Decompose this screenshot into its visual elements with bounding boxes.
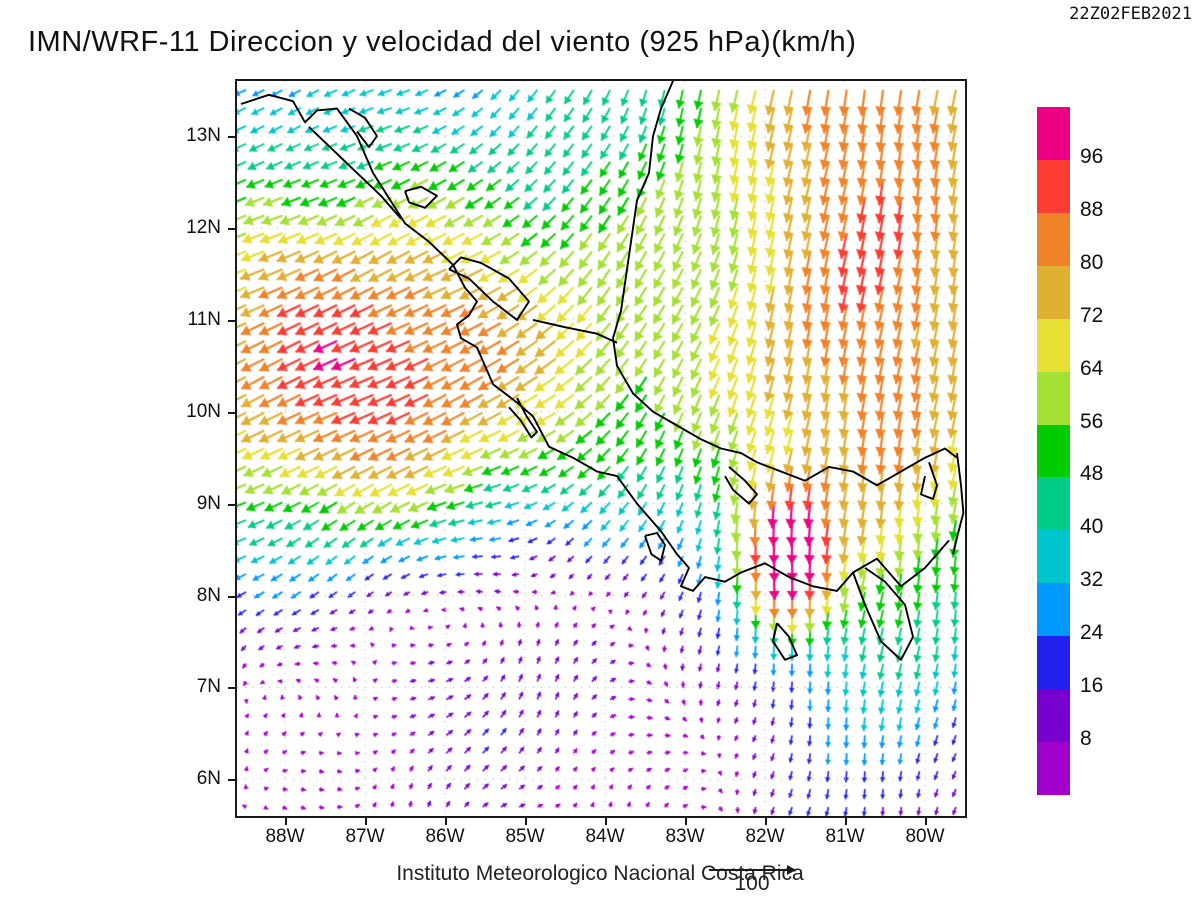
colorbar-band [1037,212,1070,266]
colorbar-tick-label: 80 [1080,250,1104,274]
colorbar-band [1037,107,1070,160]
colorbar-band [1037,689,1070,743]
colorbar-tick-label: 64 [1080,356,1104,380]
latitude-tick-mark [228,503,235,506]
colorbar-band [1037,424,1070,478]
longitude-tick-mark [685,818,687,825]
latitude-tick-mark [228,411,235,414]
colorbar-band [1037,636,1070,690]
colorbar-tick-label: 48 [1080,462,1104,486]
colorbar-tick-label: 32 [1080,568,1104,592]
coastline-path [952,452,965,555]
forecast-timestamp: 22Z02FEB2021 [1069,4,1192,24]
wind-speed-colorbar [1037,107,1070,795]
colorbar-tick-label: 72 [1080,303,1104,327]
latitude-tick-label: 6N [196,768,221,790]
wind-map-plot [235,79,967,818]
attribution-text: Instituto Meteorologico Nacional Costa R… [396,862,804,885]
latitude-tick-label: 11N [187,308,221,330]
colorbar-band [1037,742,1070,795]
longitude-tick-label: 88W [265,826,305,847]
colorbar-tick-label: 40 [1080,515,1104,539]
colorbar-band [1037,265,1070,319]
longitude-tick-mark [445,818,447,825]
latitude-tick-mark [228,687,235,690]
reference-vector-label: 100 [734,872,770,895]
coastline-path [240,93,950,592]
longitude-tick-label: 81W [825,826,865,847]
longitude-tick-label: 82W [745,826,785,847]
page-title: IMN/WRF-11 Direccion y velocidad del vie… [28,26,857,58]
colorbar-band [1037,530,1070,584]
longitude-tick-mark [925,818,927,825]
colorbar-band [1037,583,1070,637]
longitude-tick-label: 83W [665,826,705,847]
longitude-tick-mark [765,818,767,825]
colorbar-tick-label: 24 [1080,621,1104,645]
coastline-overlay [237,81,965,816]
coastline-path [852,567,914,661]
wind-vector-field [237,81,965,816]
longitude-tick-mark [845,818,847,825]
longitude-tick-mark [605,818,607,825]
colorbar-tick-label: 8 [1080,727,1092,751]
colorbar-tick-label: 16 [1080,674,1104,698]
latitude-tick-mark [228,779,235,782]
coastline-path [348,107,378,149]
colorbar-band [1037,159,1070,213]
coastline-path [508,397,538,439]
longitude-tick-mark [525,818,527,825]
colorbar-tick-label: 88 [1080,197,1104,221]
longitude-tick-label: 84W [585,826,625,847]
latitude-tick-mark [228,136,235,139]
coastline-path [920,461,938,500]
longitude-tick-label: 85W [505,826,545,847]
reference-vector-arrow [709,865,796,875]
longitude-tick-mark [365,818,367,825]
latitude-tick-mark [228,595,235,598]
coastline-path [404,185,438,209]
latitude-tick-label: 9N [196,492,221,514]
latitude-tick-mark [228,228,235,230]
colorbar-tick-label: 96 [1080,144,1104,168]
coastline-path [724,466,758,505]
latitude-tick-mark [228,319,235,322]
coastline-path [448,256,530,321]
colorbar-tick-label: 56 [1080,409,1104,433]
latitude-tick-label: 12N [186,217,221,238]
colorbar-band [1037,371,1070,425]
coastline-path [612,81,958,487]
latitude-tick-label: 7N [196,676,221,698]
coastline-path [532,318,618,344]
colorbar-band [1037,477,1070,531]
longitude-tick-label: 86W [425,826,465,847]
latitude-tick-label: 10N [186,400,221,422]
latitude-tick-label: 13N [186,125,221,147]
colorbar-band [1037,318,1070,372]
coastline-path [772,622,798,661]
longitude-tick-label: 87W [345,826,385,847]
coastline-path [644,532,666,562]
longitude-tick-label: 80W [905,826,945,847]
coastline-path [308,126,402,220]
longitude-tick-mark [285,818,287,825]
latitude-tick-label: 8N [196,584,221,606]
